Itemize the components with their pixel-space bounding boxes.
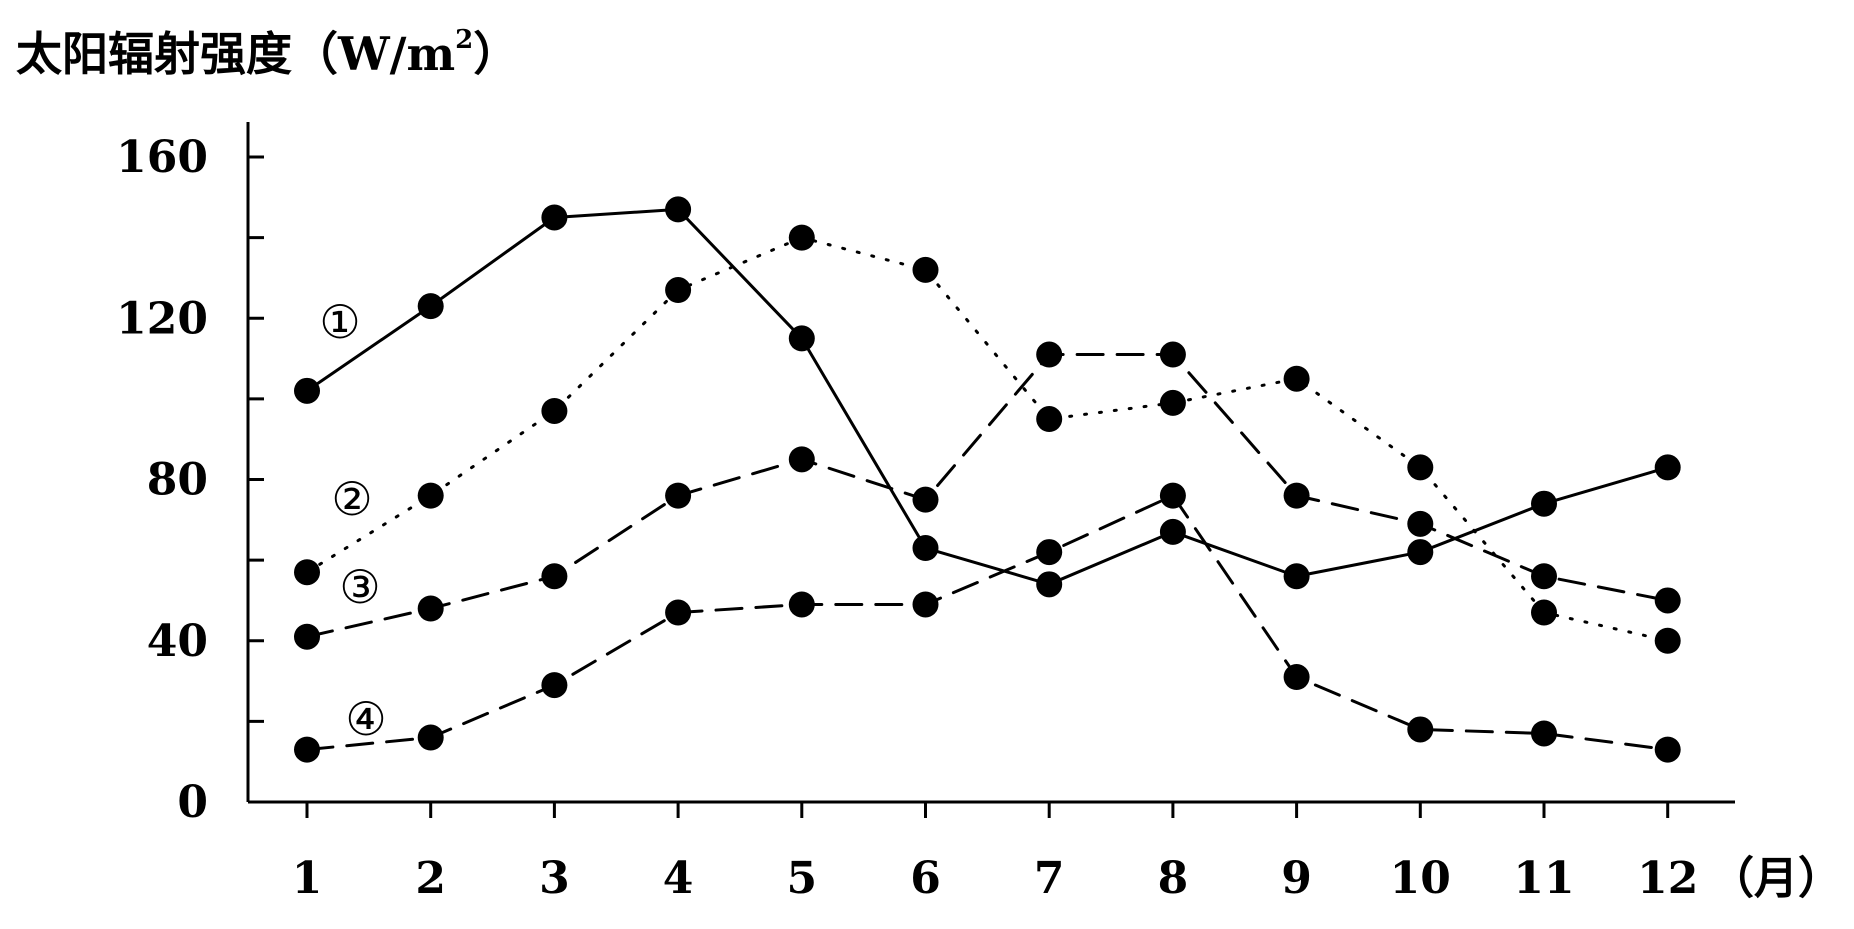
data-point-s4-m2 [417, 724, 444, 751]
data-point-s3-m1 [294, 623, 320, 650]
y-axis-title-end: ） [473, 27, 520, 81]
x-tick-label: 10 [1390, 853, 1451, 904]
data-point-s4-m7 [1036, 539, 1063, 566]
x-tick-label: 7 [1034, 853, 1065, 904]
x-tick-label: 4 [663, 853, 694, 904]
data-point-s3-m10 [1407, 510, 1434, 537]
x-axis-unit: （月） [1710, 853, 1842, 904]
data-point-s3-m3 [541, 563, 568, 590]
series-line-4 [305, 494, 1670, 752]
data-point-s4-m8 [1159, 482, 1186, 509]
data-point-s1-m3 [541, 204, 568, 231]
data-point-s2-m7 [1036, 406, 1063, 433]
data-point-s4-m1 [294, 736, 320, 763]
data-point-s4-m9 [1283, 664, 1310, 691]
y-axis-title-superscript: 2 [455, 24, 474, 55]
y-axis-title: 太阳辐射强度（W/m2） [16, 18, 519, 84]
x-tick-label: 12 [1637, 853, 1698, 904]
series-line-3 [305, 353, 1670, 639]
data-point-s4-m6 [912, 591, 939, 618]
data-point-s1-m8 [1159, 518, 1186, 545]
data-point-s2-m8 [1159, 389, 1186, 416]
x-tick-label: 11 [1513, 853, 1574, 904]
data-point-s1-m2 [417, 293, 444, 320]
data-point-s1-m11 [1531, 490, 1557, 517]
y-tick-label: 160 [116, 132, 208, 183]
series-label-4: ④ [345, 692, 386, 746]
data-point-s3-m8 [1159, 341, 1186, 368]
data-point-s3-m9 [1283, 482, 1310, 509]
data-point-s3-m6 [912, 486, 939, 513]
series-label-2: ② [331, 472, 372, 526]
data-point-s4-m3 [541, 672, 568, 699]
y-axis-title-main: 太阳辐射强度（W/m [16, 27, 456, 81]
data-point-s1-m6 [912, 535, 939, 562]
y-tick-label: 40 [147, 616, 208, 667]
data-point-s2-m5 [788, 224, 815, 251]
x-tick-label: 2 [415, 853, 446, 904]
series-label-3: ③ [339, 560, 380, 614]
data-point-s2-m10 [1407, 454, 1434, 481]
data-point-s3-m2 [417, 595, 444, 622]
data-point-s2-m4 [665, 277, 692, 304]
data-point-s3-m12 [1654, 587, 1681, 614]
series-labels: ① ② ③ ④ [319, 295, 386, 746]
y-tick-label: 120 [116, 293, 208, 344]
data-point-s3-m4 [665, 482, 692, 509]
series-lines [305, 207, 1670, 752]
data-point-s2-m1 [294, 559, 320, 586]
data-point-s2-m6 [912, 256, 939, 283]
x-tick-label: 6 [910, 853, 941, 904]
data-point-s4-m5 [788, 591, 815, 618]
x-tick-label: 1 [292, 853, 323, 904]
data-point-s2-m12 [1654, 627, 1681, 654]
data-point-s1-m12 [1654, 454, 1681, 481]
series-points [294, 196, 1681, 763]
data-point-s1-m7 [1036, 571, 1063, 598]
series-label-1: ① [319, 295, 360, 349]
series-line-2 [305, 236, 1670, 643]
data-point-s4-m11 [1531, 720, 1557, 747]
x-tick-label: 8 [1158, 853, 1189, 904]
y-tick-label: 80 [147, 455, 208, 506]
data-point-s3-m5 [788, 446, 815, 473]
data-point-s1-m10 [1407, 539, 1434, 566]
x-tick-label: 9 [1281, 853, 1312, 904]
data-point-s2-m3 [541, 397, 568, 424]
data-point-s4-m12 [1654, 736, 1681, 763]
data-point-s1-m9 [1283, 563, 1310, 590]
data-point-s4-m10 [1407, 716, 1434, 743]
y-tick-label: 0 [177, 777, 208, 828]
data-point-s1-m4 [665, 196, 692, 223]
data-point-s2-m2 [417, 482, 444, 509]
data-point-s3-m7 [1036, 341, 1063, 368]
x-tick-label: 3 [539, 853, 570, 904]
x-tick-label: 5 [786, 853, 817, 904]
data-point-s3-m11 [1531, 563, 1557, 590]
data-point-s1-m1 [294, 377, 320, 404]
data-point-s1-m5 [788, 325, 815, 352]
data-point-s4-m4 [665, 599, 692, 626]
data-point-s2-m9 [1283, 365, 1310, 392]
series-line-1 [305, 207, 1670, 586]
data-point-s2-m11 [1531, 599, 1557, 626]
